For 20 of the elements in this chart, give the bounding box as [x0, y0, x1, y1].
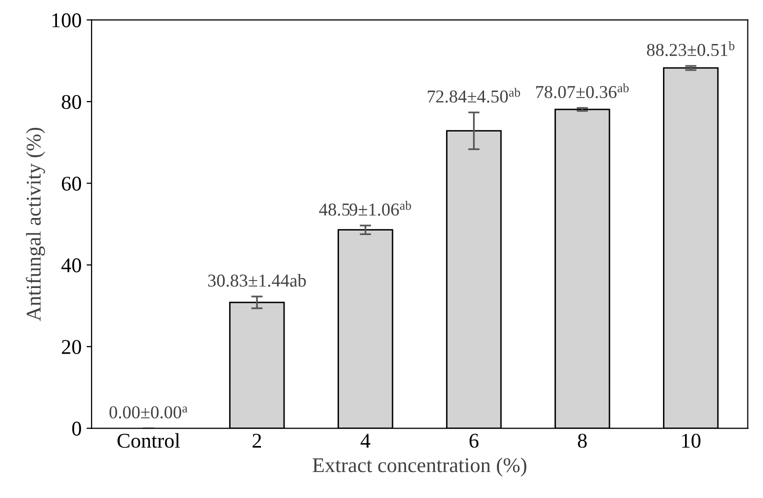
data-label: 88.23±0.51$^{b}$	[646, 41, 734, 56]
x-tick-label: 6	[470, 434, 478, 448]
data-label: 48.59±1.06$^{ab}$	[319, 200, 412, 216]
x-tick-label: 2	[252, 434, 262, 448]
x-tick-label: 10	[682, 434, 700, 448]
data-label: 78.07±0.36$^{ab}$	[536, 83, 629, 98]
x-axis-title: Extract concentration (%)	[312, 458, 526, 476]
y-tick-label: 0	[72, 422, 82, 436]
y-axis-title: Antifungal activity (%)	[26, 128, 46, 322]
y-tick-label: 40	[61, 258, 82, 272]
data-label: 72.84±4.50$^{ab}$	[428, 88, 520, 103]
data-label: 0.00±0.00$^{a}$	[109, 406, 188, 418]
x-tick-label: 4	[360, 434, 370, 448]
x-tick-label: Control	[118, 433, 180, 448]
y-tick-label: 20	[62, 340, 82, 354]
y-tick-label: 60	[62, 176, 82, 191]
data-label: 30.83±1.44ab	[208, 274, 306, 287]
y-tick-label: 80	[62, 94, 82, 110]
y-tick-label: 100	[52, 13, 82, 28]
x-tick-label: 8	[578, 434, 587, 448]
